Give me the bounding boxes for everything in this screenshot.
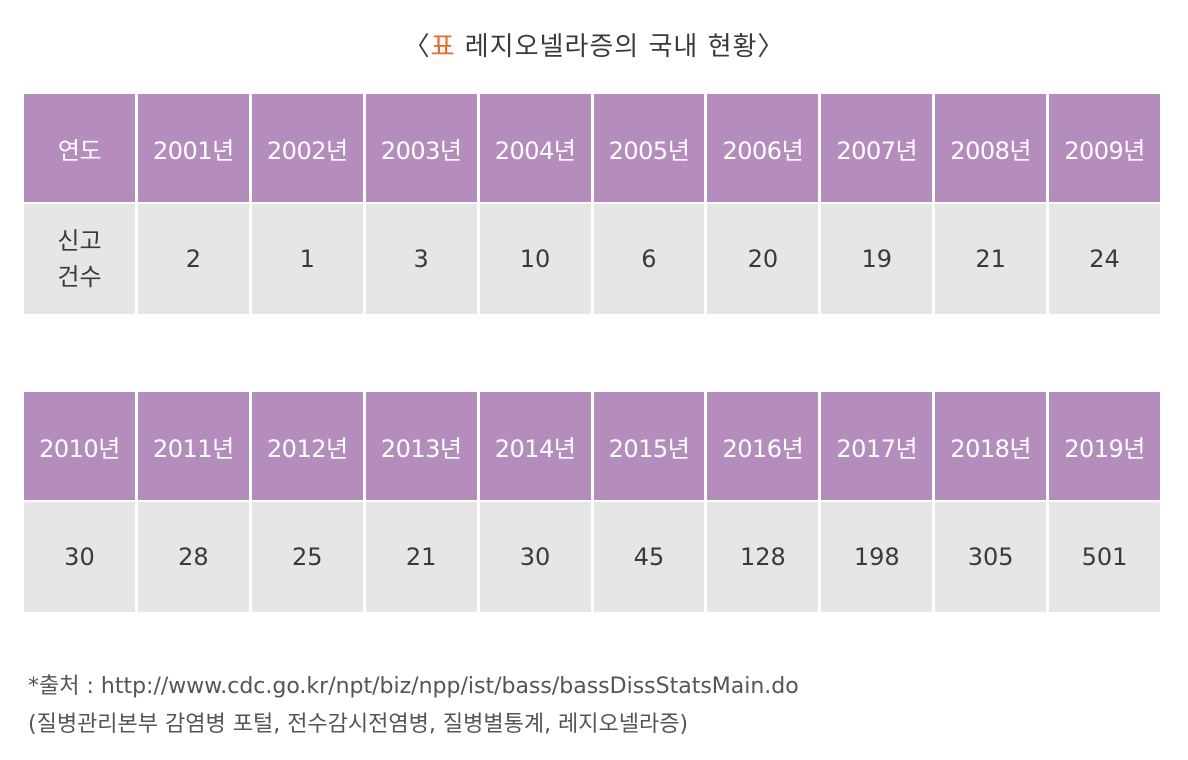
year-header-cell: 2002년 <box>251 94 363 202</box>
count-cell: 198 <box>821 502 933 612</box>
year-header-cell: 2016년 <box>707 392 819 500</box>
year-header-cell: 2008년 <box>935 94 1047 202</box>
year-header-cell: 2001년 <box>137 94 249 202</box>
count-cell: 20 <box>707 204 819 314</box>
year-header-cell: 2019년 <box>1049 392 1160 500</box>
year-header-cell: 2011년 <box>137 392 249 500</box>
count-cell: 21 <box>365 502 477 612</box>
count-cell: 6 <box>593 204 705 314</box>
title-text: 레지오넬라증의 국내 현황〉 <box>455 32 785 62</box>
source-note: *출처 : http://www.cdc.go.kr/npt/biz/npp/i… <box>28 668 799 744</box>
count-cell: 45 <box>593 502 705 612</box>
year-header-cell: 2007년 <box>821 94 933 202</box>
row-header-year: 연도 <box>24 94 135 202</box>
count-cell: 28 <box>137 502 249 612</box>
count-cell: 3 <box>365 204 477 314</box>
count-cell: 30 <box>479 502 591 612</box>
count-cell: 1 <box>251 204 363 314</box>
source-description-line: (질병관리본부 감염병 포털, 전수감시전염병, 질병별통계, 레지오넬라증) <box>28 712 689 737</box>
table-2010-2019: 2010년 2011년 2012년 2013년 2014년 2015년 2016… <box>24 392 1160 612</box>
row-header-count-line1: 신고 <box>57 227 102 255</box>
count-cell: 501 <box>1049 502 1160 612</box>
source-url-line: *출처 : http://www.cdc.go.kr/npt/biz/npp/i… <box>28 674 799 699</box>
year-header-cell: 2010년 <box>24 392 135 500</box>
year-header-cell: 2004년 <box>479 94 591 202</box>
year-header-cell: 2015년 <box>593 392 705 500</box>
count-cell: 21 <box>935 204 1047 314</box>
count-cell: 128 <box>707 502 819 612</box>
count-cell: 24 <box>1049 204 1160 314</box>
year-header-cell: 2003년 <box>365 94 477 202</box>
table-2001-2009: 연도 2001년 2002년 2003년 2004년 2005년 2006년 2… <box>24 94 1160 314</box>
table-title: 〈표 레지오넬라증의 국내 현황〉 <box>0 26 1188 63</box>
row-header-count-line2: 건수 <box>57 263 102 291</box>
year-header-cell: 2018년 <box>935 392 1047 500</box>
count-cell: 305 <box>935 502 1047 612</box>
year-header-cell: 2012년 <box>251 392 363 500</box>
title-open-bracket: 〈 <box>403 32 431 62</box>
title-label: 표 <box>430 32 456 62</box>
year-header-cell: 2005년 <box>593 94 705 202</box>
count-cell: 25 <box>251 502 363 612</box>
count-cell: 30 <box>24 502 135 612</box>
count-cell: 10 <box>479 204 591 314</box>
year-header-cell: 2013년 <box>365 392 477 500</box>
year-header-cell: 2014년 <box>479 392 591 500</box>
row-header-count: 신고 건수 <box>24 204 135 314</box>
count-cell: 19 <box>821 204 933 314</box>
year-header-cell: 2017년 <box>821 392 933 500</box>
year-header-cell: 2006년 <box>707 94 819 202</box>
year-header-cell: 2009년 <box>1049 94 1160 202</box>
count-cell: 2 <box>137 204 249 314</box>
